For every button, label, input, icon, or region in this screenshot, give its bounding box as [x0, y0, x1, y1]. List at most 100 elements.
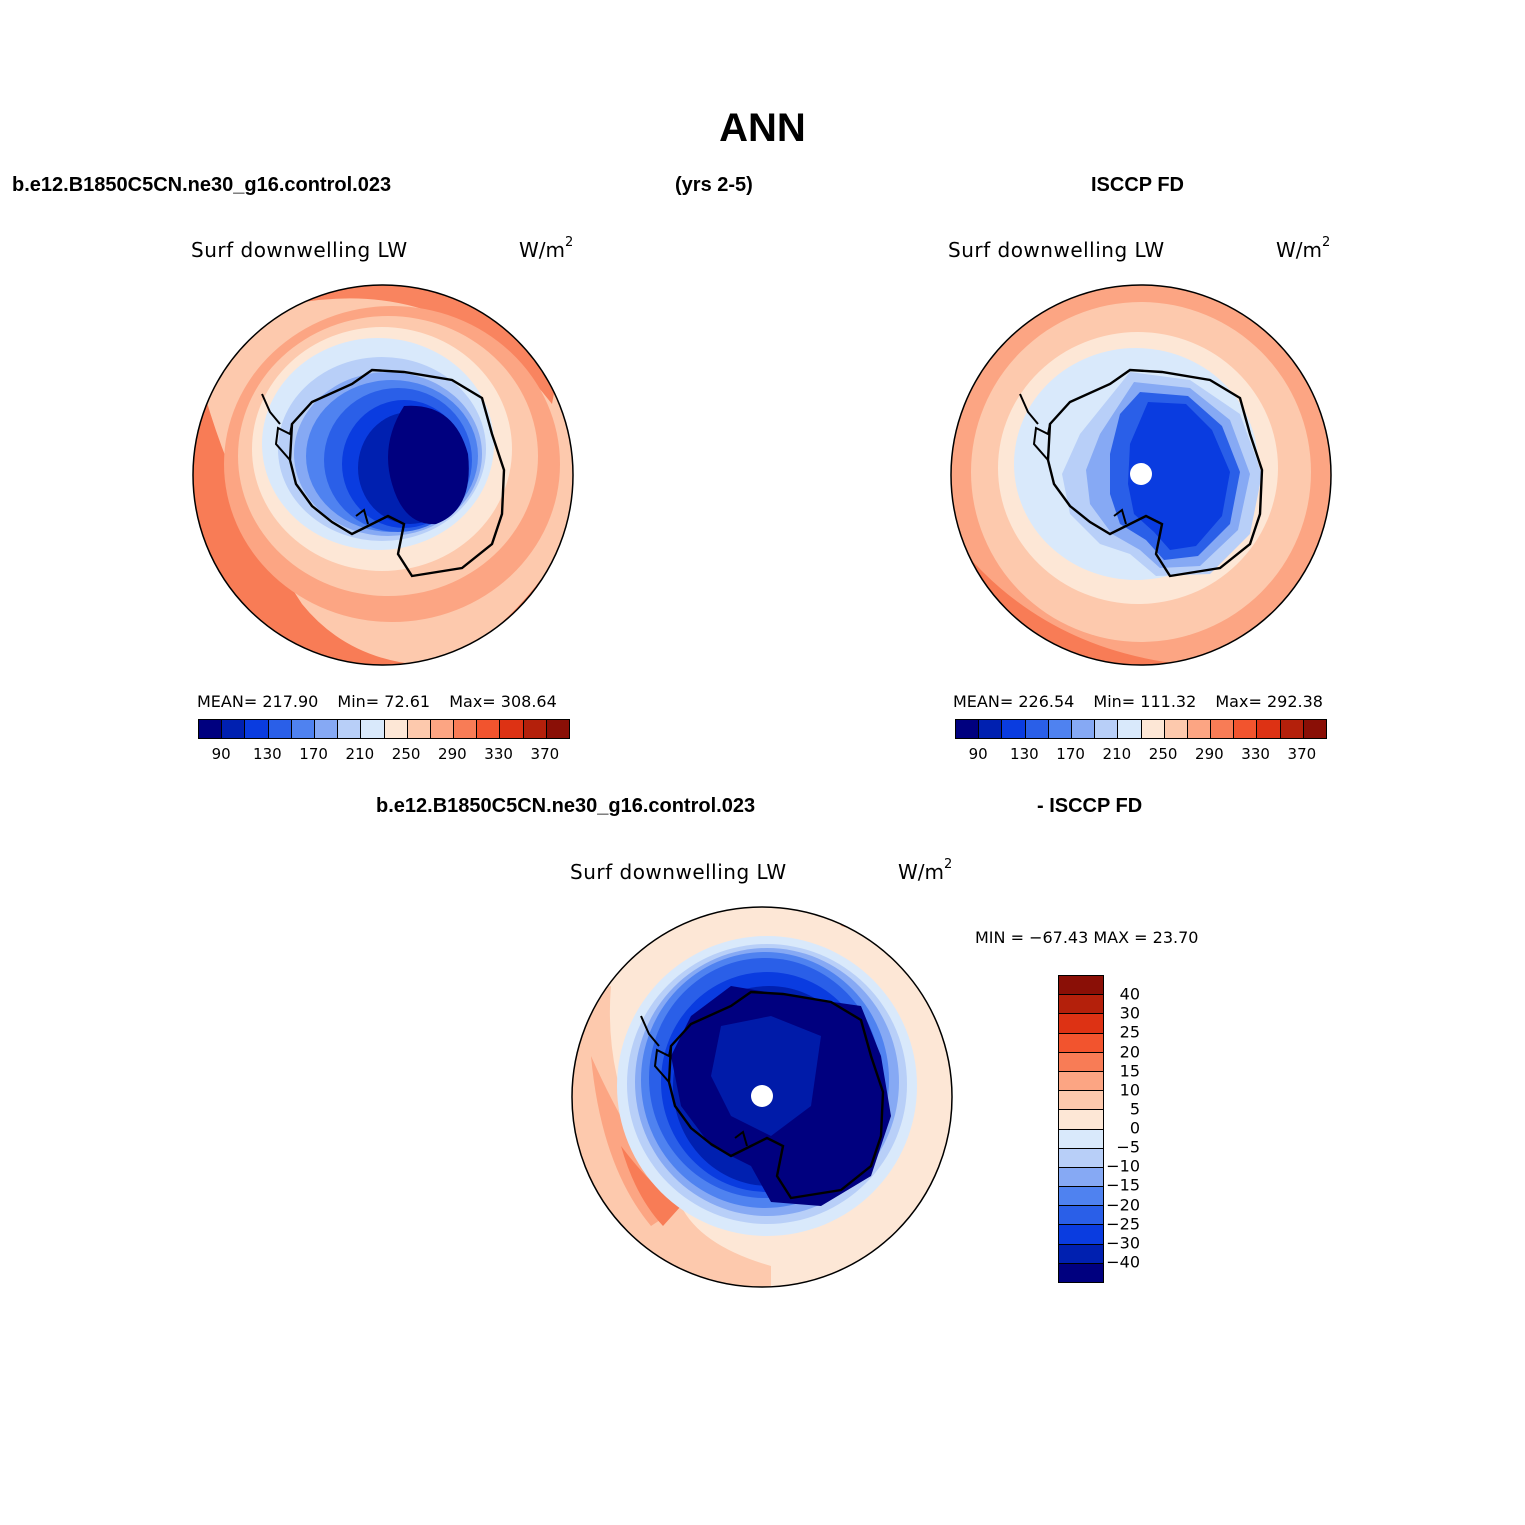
model-panel-title: Surf downwelling LW	[191, 238, 408, 262]
colorbar-swatch	[291, 720, 315, 738]
colorbar-swatch	[1059, 1167, 1103, 1188]
colorbar-swatch	[454, 720, 478, 738]
colorbar-swatch	[500, 720, 524, 738]
colorbar-tick-label: 250	[1148, 745, 1178, 763]
colorbar-tick-label: 10	[1119, 1080, 1140, 1100]
diff-colorbar-labels: 40 30 25 20 15 10 5 0 −5 −10 −15 −20 −25 −30 −40	[1106, 975, 1140, 1281]
model-colorbar	[198, 719, 570, 739]
colorbar-swatch	[1234, 720, 1258, 738]
colorbar-swatch	[1095, 720, 1119, 738]
colorbar-tick-label: 250	[391, 745, 421, 763]
colorbar-swatch	[1059, 1244, 1103, 1264]
colorbar-swatch	[1059, 1110, 1103, 1130]
colorbar-swatch	[1059, 1129, 1103, 1149]
diff-colorbar	[1058, 975, 1104, 1283]
colorbar-swatch	[1059, 1033, 1103, 1053]
colorbar-tick-label: 15	[1119, 1061, 1140, 1081]
colorbar-swatch	[268, 720, 292, 738]
figure-title: ANN	[719, 106, 806, 150]
colorbar-tick-label: 290	[1195, 745, 1224, 763]
model-panel-units: W/m2	[519, 235, 574, 262]
colorbar-tick-label: 5	[1129, 1099, 1140, 1119]
colorbar-tick-label: −30	[1106, 1233, 1140, 1253]
colorbar-swatch	[1187, 720, 1212, 738]
colorbar-swatch	[1164, 720, 1188, 738]
colorbar-tick-label: 0	[1129, 1118, 1140, 1138]
colorbar-swatch	[1211, 720, 1235, 738]
colorbar-swatch	[199, 720, 223, 738]
years-header: (yrs 2-5)	[675, 174, 753, 196]
colorbar-swatch	[1059, 1071, 1103, 1092]
colorbar-swatch	[1059, 1206, 1103, 1226]
colorbar-swatch	[1059, 976, 1103, 996]
colorbar-tick-label: 130	[253, 745, 282, 763]
colorbar-tick-label: 370	[1287, 745, 1317, 763]
colorbar-swatch	[1059, 1148, 1103, 1168]
colorbar-tick-label: 20	[1119, 1042, 1140, 1061]
diff-panel-title: Surf downwelling LW	[570, 860, 787, 884]
colorbar-tick-label: 90	[211, 745, 231, 763]
colorbar-tick-label: −15	[1106, 1175, 1140, 1195]
colorbar-swatch	[1059, 1091, 1103, 1111]
colorbar-swatch	[1071, 720, 1096, 738]
colorbar-swatch	[956, 720, 980, 738]
colorbar-tick-label: −25	[1106, 1214, 1140, 1234]
diff-polar-map	[571, 906, 953, 1288]
obs-polar-map	[950, 284, 1332, 666]
obs-colorbar-labels: 90 130 170 210 250 290 330 370	[955, 745, 1325, 765]
colorbar-swatch	[523, 720, 547, 738]
colorbar-tick-label: 370	[530, 745, 560, 763]
obs-stats: MEAN= 226.54 Min= 111.32 Max= 292.38	[953, 692, 1323, 711]
colorbar-tick-label: 170	[1056, 745, 1085, 763]
colorbar-swatch	[1059, 995, 1103, 1015]
colorbar-swatch	[1059, 1187, 1103, 1207]
model-stats: MEAN= 217.90 Min= 72.61 Max= 308.64	[197, 692, 557, 711]
colorbar-swatch	[1280, 720, 1304, 738]
colorbar-swatch	[1059, 1052, 1103, 1072]
colorbar-swatch	[384, 720, 408, 738]
colorbar-tick-label: 25	[1119, 1022, 1140, 1042]
colorbar-tick-label: 170	[299, 745, 328, 763]
colorbar-swatch	[1118, 720, 1142, 738]
colorbar-swatch	[1303, 720, 1326, 738]
obs-panel-units: W/m2	[1276, 235, 1331, 262]
diff-minmax: MIN = −67.43 MAX = 23.70	[975, 928, 1199, 947]
colorbar-swatch	[430, 720, 455, 738]
obs-panel-title: Surf downwelling LW	[948, 238, 1165, 262]
colorbar-swatch	[245, 720, 269, 738]
colorbar-tick-label: −40	[1106, 1252, 1140, 1272]
obs-colorbar	[955, 719, 1327, 739]
diff-case-header: b.e12.B1850C5CN.ne30_g16.control.023	[376, 795, 756, 817]
colorbar-tick-label: 40	[1119, 984, 1140, 1004]
colorbar-tick-label: −10	[1106, 1156, 1140, 1176]
colorbar-tick-label: 210	[1102, 745, 1132, 763]
colorbar-swatch	[1048, 720, 1072, 738]
colorbar-swatch	[477, 720, 501, 738]
case-name-header: b.e12.B1850C5CN.ne30_g16.control.023	[12, 174, 392, 196]
colorbar-tick-label: 90	[968, 745, 988, 763]
colorbar-swatch	[546, 720, 569, 738]
colorbar-swatch	[1059, 1225, 1103, 1245]
colorbar-swatch	[1059, 1263, 1103, 1282]
colorbar-swatch	[407, 720, 431, 738]
model-colorbar-labels: 90 130 170 210 250 290 330 370	[198, 745, 568, 765]
diff-panel-units: W/m2	[898, 857, 953, 884]
colorbar-tick-label: 210	[345, 745, 375, 763]
model-polar-map	[192, 284, 574, 666]
colorbar-tick-label: 130	[1010, 745, 1039, 763]
colorbar-swatch	[361, 720, 385, 738]
colorbar-tick-label: −20	[1106, 1195, 1140, 1214]
colorbar-swatch	[222, 720, 246, 738]
colorbar-tick-label: 30	[1119, 1003, 1140, 1023]
colorbar-swatch	[1025, 720, 1049, 738]
colorbar-swatch	[1141, 720, 1165, 738]
colorbar-swatch	[1257, 720, 1281, 738]
obs-name-header: ISCCP FD	[1091, 174, 1184, 196]
colorbar-tick-label: 290	[438, 745, 467, 763]
colorbar-swatch	[314, 720, 339, 738]
colorbar-tick-label: −5	[1116, 1137, 1140, 1157]
colorbar-swatch	[1059, 1014, 1103, 1034]
colorbar-swatch	[1002, 720, 1026, 738]
colorbar-tick-label: 330	[484, 745, 513, 763]
diff-obs-header: - ISCCP FD	[1037, 795, 1143, 817]
